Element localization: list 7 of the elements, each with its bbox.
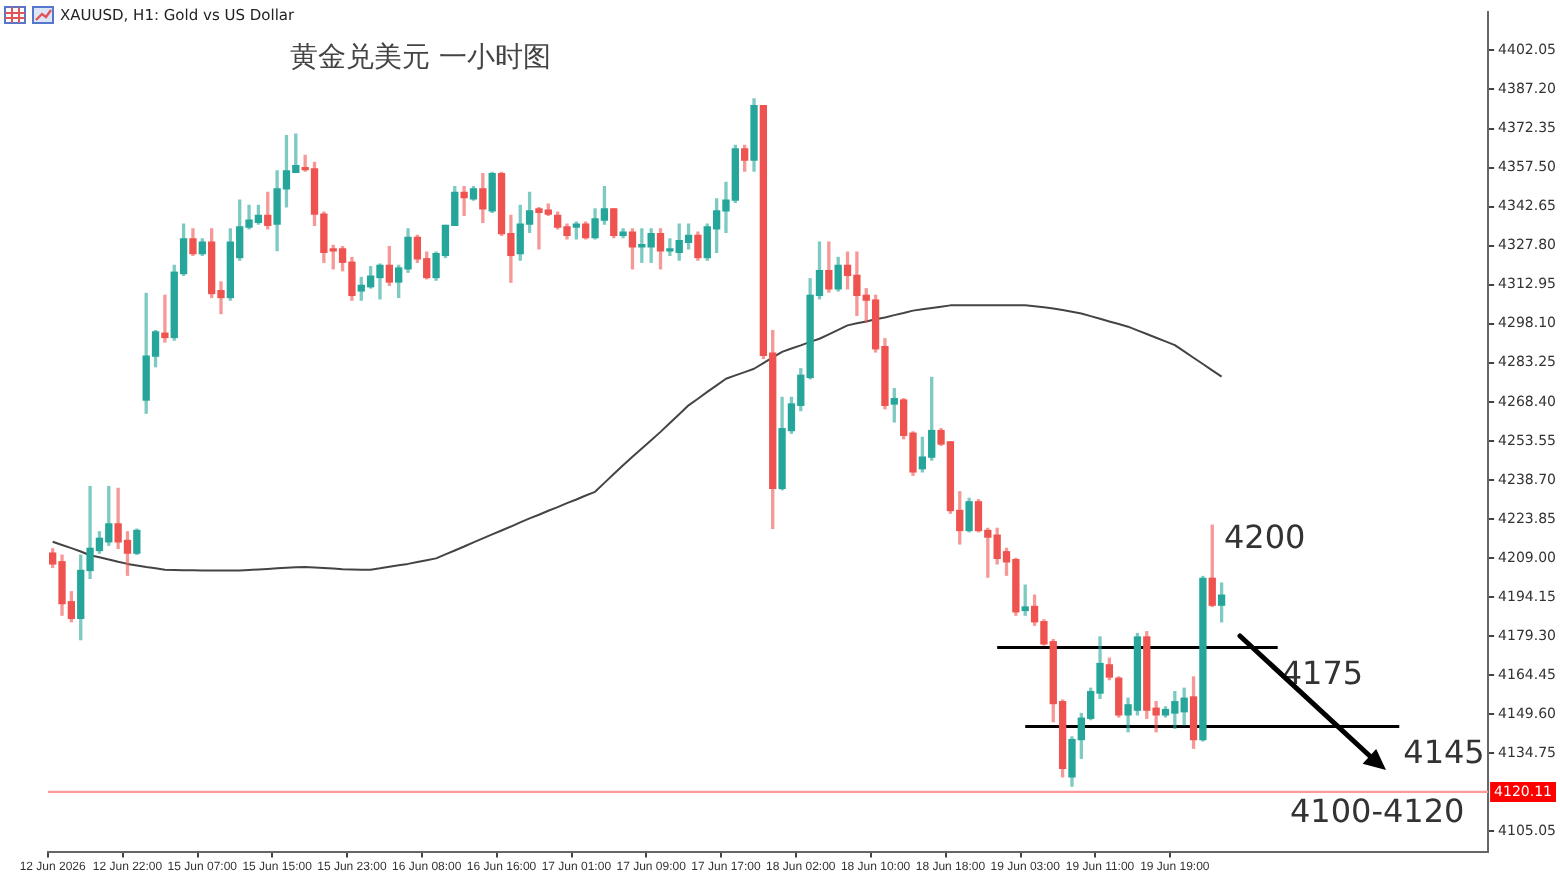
text: 黄金兑美元 一小时图 xyxy=(290,40,551,76)
annotation: 4200 xyxy=(1224,518,1306,557)
candlestick xyxy=(460,186,468,217)
series-label: 4175 xyxy=(1281,653,1364,692)
annotation: 4100-4120 xyxy=(1290,792,1465,831)
candlestick xyxy=(161,294,169,343)
legend-label: 4145 xyxy=(1403,732,1485,771)
